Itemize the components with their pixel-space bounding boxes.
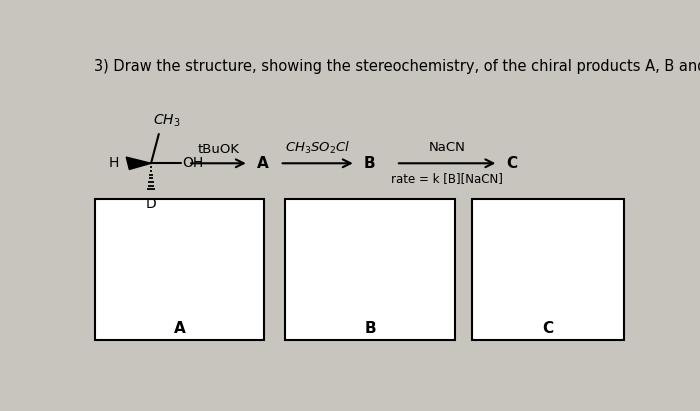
Text: rate = k [B][NaCN]: rate = k [B][NaCN]: [391, 173, 503, 185]
Text: A: A: [174, 321, 186, 336]
Text: A: A: [256, 156, 268, 171]
Polygon shape: [126, 157, 151, 169]
Text: $CH_3$: $CH_3$: [153, 113, 180, 129]
Text: B: B: [363, 156, 375, 171]
Text: NaCN: NaCN: [428, 141, 466, 154]
Bar: [95, 199, 264, 340]
Text: 3) Draw the structure, showing the stereochemistry, of the chiral products A, B : 3) Draw the structure, showing the stere…: [94, 58, 700, 74]
Text: C: C: [542, 321, 554, 336]
Text: C: C: [506, 156, 517, 171]
Text: $CH_3SO_2Cl$: $CH_3SO_2Cl$: [285, 139, 351, 156]
Text: H: H: [108, 156, 118, 170]
Text: D: D: [146, 197, 156, 211]
Text: B: B: [364, 321, 376, 336]
Bar: [285, 199, 455, 340]
Text: tBuOK: tBuOK: [197, 143, 239, 156]
Bar: [472, 199, 624, 340]
Text: OH: OH: [182, 156, 203, 170]
